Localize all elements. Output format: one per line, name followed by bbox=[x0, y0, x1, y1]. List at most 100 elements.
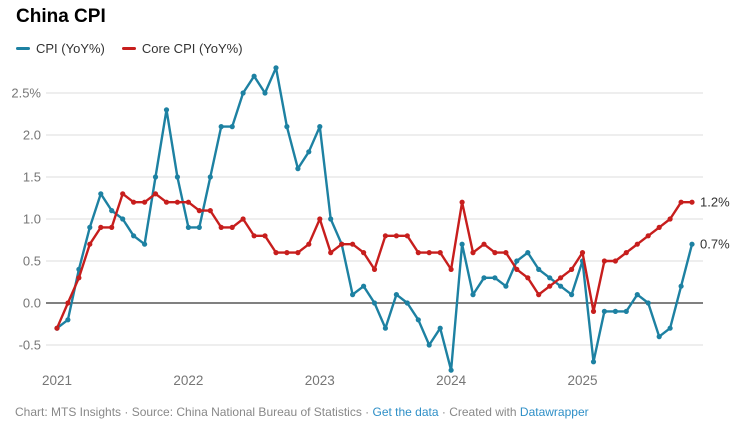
core-cpi-data-point[interactable] bbox=[240, 216, 246, 222]
core-cpi-data-point[interactable] bbox=[678, 199, 684, 205]
cpi-data-point[interactable] bbox=[240, 90, 246, 96]
cpi-data-point[interactable] bbox=[87, 224, 93, 230]
core-cpi-data-point[interactable] bbox=[470, 250, 476, 256]
core-cpi-data-point[interactable] bbox=[54, 325, 60, 331]
core-cpi-data-point[interactable] bbox=[109, 224, 115, 230]
core-cpi-data-point[interactable] bbox=[590, 308, 597, 314]
cpi-data-point[interactable] bbox=[142, 241, 148, 247]
footer-link-get-the-data[interactable]: Get the data bbox=[372, 405, 439, 419]
cpi-data-point[interactable] bbox=[514, 258, 520, 264]
core-cpi-data-point[interactable] bbox=[525, 275, 531, 281]
cpi-data-point[interactable] bbox=[295, 166, 301, 172]
core-cpi-data-point[interactable] bbox=[634, 241, 640, 247]
core-cpi-data-point[interactable] bbox=[163, 199, 170, 205]
cpi-data-point[interactable] bbox=[492, 275, 498, 281]
cpi-data-point[interactable] bbox=[393, 292, 399, 298]
core-cpi-data-point[interactable] bbox=[251, 233, 257, 239]
core-cpi-data-point[interactable] bbox=[601, 258, 608, 264]
cpi-data-point[interactable] bbox=[547, 275, 553, 281]
cpi-data-point[interactable] bbox=[459, 241, 465, 247]
core-cpi-data-point[interactable] bbox=[196, 208, 202, 214]
cpi-data-point[interactable] bbox=[678, 283, 684, 289]
core-cpi-data-point[interactable] bbox=[317, 216, 323, 222]
core-cpi-data-point[interactable] bbox=[667, 216, 673, 222]
core-cpi-data-point[interactable] bbox=[459, 199, 465, 205]
cpi-data-point[interactable] bbox=[656, 334, 662, 340]
core-cpi-data-point[interactable] bbox=[503, 250, 509, 256]
core-cpi-data-point[interactable] bbox=[131, 199, 137, 205]
cpi-data-point[interactable] bbox=[251, 73, 257, 79]
core-cpi-data-point[interactable] bbox=[306, 241, 312, 247]
core-cpi-data-point[interactable] bbox=[393, 233, 399, 239]
cpi-data-point[interactable] bbox=[306, 149, 312, 155]
core-cpi-data-point[interactable] bbox=[229, 224, 235, 230]
cpi-data-point[interactable] bbox=[536, 266, 542, 272]
cpi-data-point[interactable] bbox=[404, 300, 410, 306]
core-cpi-data-point[interactable] bbox=[207, 208, 213, 214]
core-cpi-data-point[interactable] bbox=[492, 250, 498, 256]
cpi-data-point[interactable] bbox=[481, 275, 487, 281]
cpi-data-point[interactable] bbox=[174, 174, 180, 180]
core-cpi-data-point[interactable] bbox=[645, 233, 651, 239]
core-cpi-data-point[interactable] bbox=[689, 199, 695, 205]
core-cpi-data-point[interactable] bbox=[120, 191, 126, 197]
cpi-data-point[interactable] bbox=[196, 224, 202, 230]
cpi-data-point[interactable] bbox=[218, 124, 224, 130]
cpi-data-point[interactable] bbox=[131, 233, 137, 239]
core-cpi-data-point[interactable] bbox=[415, 250, 421, 256]
cpi-data-point[interactable] bbox=[273, 65, 279, 71]
cpi-data-point[interactable] bbox=[120, 216, 126, 222]
cpi-data-point[interactable] bbox=[98, 191, 104, 197]
core-cpi-data-point[interactable] bbox=[448, 266, 454, 272]
core-cpi-data-point[interactable] bbox=[569, 266, 575, 272]
cpi-data-point[interactable] bbox=[634, 292, 640, 298]
cpi-data-point[interactable] bbox=[284, 124, 290, 130]
cpi-data-point[interactable] bbox=[415, 317, 421, 323]
cpi-data-point[interactable] bbox=[262, 90, 268, 96]
core-cpi-data-point[interactable] bbox=[547, 283, 553, 289]
cpi-data-point[interactable] bbox=[470, 292, 476, 298]
footer-link-datawrapper[interactable]: Datawrapper bbox=[519, 405, 589, 419]
core-cpi-data-point[interactable] bbox=[76, 275, 82, 281]
cpi-data-point[interactable] bbox=[371, 300, 378, 306]
core-cpi-data-point[interactable] bbox=[284, 250, 290, 256]
core-cpi-data-point[interactable] bbox=[382, 233, 388, 239]
cpi-data-point[interactable] bbox=[185, 224, 191, 230]
core-cpi-data-point[interactable] bbox=[623, 250, 629, 256]
cpi-data-point[interactable] bbox=[229, 124, 235, 130]
core-cpi-data-point[interactable] bbox=[98, 224, 104, 230]
core-cpi-data-point[interactable] bbox=[426, 250, 432, 256]
cpi-data-point[interactable] bbox=[448, 367, 454, 373]
cpi-data-point[interactable] bbox=[65, 317, 71, 323]
cpi-data-point[interactable] bbox=[163, 107, 170, 113]
cpi-data-point[interactable] bbox=[361, 283, 367, 289]
core-cpi-data-point[interactable] bbox=[612, 258, 619, 264]
cpi-data-point[interactable] bbox=[152, 174, 159, 180]
cpi-data-point[interactable] bbox=[689, 241, 695, 247]
cpi-data-point[interactable] bbox=[525, 250, 531, 256]
cpi-data-point[interactable] bbox=[601, 308, 608, 314]
cpi-data-point[interactable] bbox=[207, 174, 213, 180]
cpi-data-point[interactable] bbox=[667, 325, 673, 331]
cpi-data-point[interactable] bbox=[317, 124, 323, 130]
core-cpi-data-point[interactable] bbox=[65, 300, 71, 306]
core-cpi-data-point[interactable] bbox=[371, 266, 378, 272]
cpi-data-point[interactable] bbox=[569, 292, 575, 298]
cpi-data-point[interactable] bbox=[382, 325, 388, 331]
cpi-data-point[interactable] bbox=[558, 283, 564, 289]
core-cpi-data-point[interactable] bbox=[339, 241, 345, 247]
core-cpi-data-point[interactable] bbox=[481, 241, 487, 247]
cpi-data-point[interactable] bbox=[503, 283, 509, 289]
core-cpi-data-point[interactable] bbox=[218, 224, 224, 230]
cpi-data-point[interactable] bbox=[426, 342, 432, 348]
cpi-data-point[interactable] bbox=[645, 300, 651, 306]
core-cpi-data-point[interactable] bbox=[437, 250, 443, 256]
core-cpi-data-point[interactable] bbox=[87, 241, 93, 247]
core-cpi-data-point[interactable] bbox=[174, 199, 180, 205]
core-cpi-data-point[interactable] bbox=[295, 250, 301, 256]
core-cpi-data-point[interactable] bbox=[142, 199, 148, 205]
core-cpi-data-point[interactable] bbox=[514, 266, 520, 272]
cpi-data-point[interactable] bbox=[612, 308, 619, 314]
cpi-data-point[interactable] bbox=[623, 308, 629, 314]
cpi-data-point[interactable] bbox=[437, 325, 443, 331]
